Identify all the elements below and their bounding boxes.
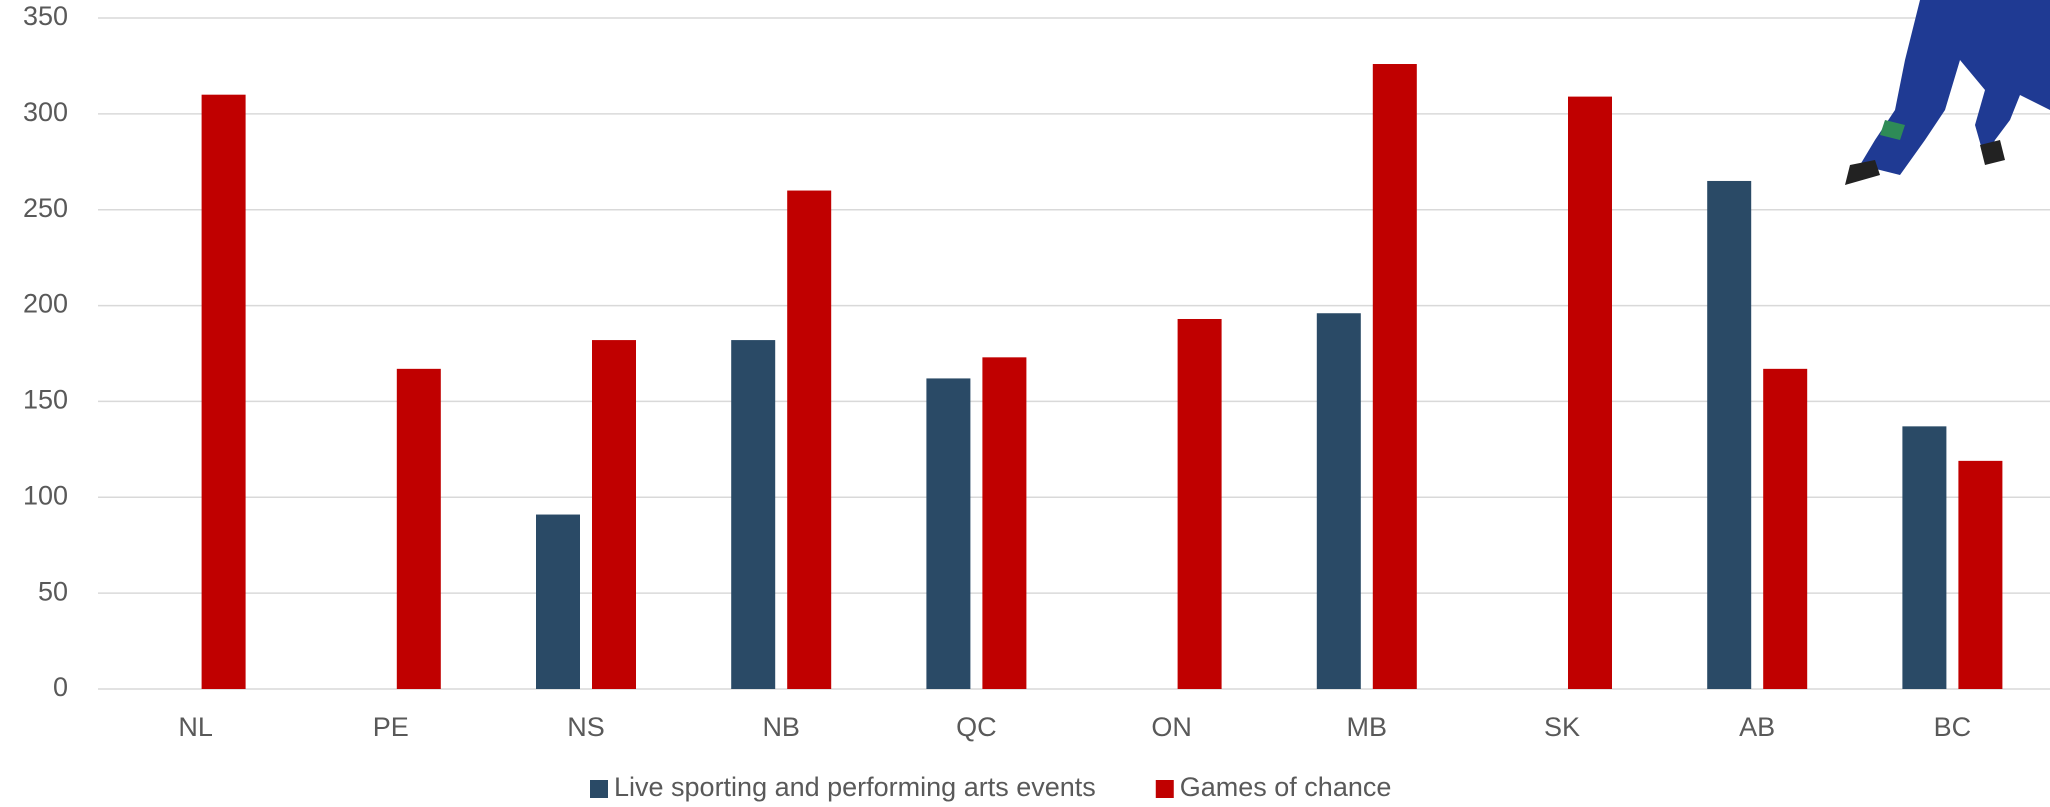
legend-label: Games of chance	[1180, 772, 1392, 802]
bar	[536, 514, 580, 689]
bar	[1568, 96, 1612, 690]
y-tick-label: 150	[23, 385, 68, 415]
bar	[201, 94, 246, 689]
x-tick-label: QC	[956, 712, 997, 742]
x-tick-label: ON	[1151, 712, 1192, 742]
bar	[1316, 313, 1361, 689]
bar	[1177, 318, 1222, 689]
decorative-hockey-player	[1845, 0, 2050, 185]
x-tick-label: BC	[1934, 712, 1972, 742]
legend-swatch	[1155, 780, 1174, 798]
x-tick-label: AB	[1739, 712, 1775, 742]
x-tick-label: NB	[762, 712, 800, 742]
y-tick-label: 300	[23, 97, 68, 127]
legend: Live sporting and performing arts events…	[590, 772, 1391, 802]
bar	[787, 190, 832, 690]
bar	[1763, 368, 1808, 689]
legend-label: Live sporting and performing arts events	[614, 772, 1096, 802]
x-tick-label: MB	[1347, 712, 1388, 742]
bar	[1902, 426, 1947, 689]
bar	[1707, 180, 1752, 689]
bar	[731, 340, 776, 689]
x-tick-label: NS	[567, 712, 605, 742]
legend-swatch	[590, 780, 608, 798]
x-tick-label: SK	[1544, 712, 1580, 742]
y-tick-label: 200	[23, 289, 68, 319]
y-tick-label: 250	[23, 193, 68, 223]
bar	[982, 357, 1027, 689]
x-tick-label: PE	[373, 712, 409, 742]
x-tick-label: NL	[178, 712, 213, 742]
y-tick-label: 100	[23, 480, 68, 510]
plot: 0 50 100 150 200 250 300 350 NL PE NS NB QC ON MB SK AB B…	[23, 1, 2050, 802]
y-tick-label: 0	[53, 672, 68, 702]
bar	[926, 378, 971, 689]
bar	[592, 340, 636, 689]
bar	[1372, 64, 1417, 690]
bar	[1958, 460, 2003, 689]
bar	[396, 368, 441, 689]
y-tick-label: 50	[38, 576, 68, 606]
y-tick-label: 350	[23, 1, 68, 31]
